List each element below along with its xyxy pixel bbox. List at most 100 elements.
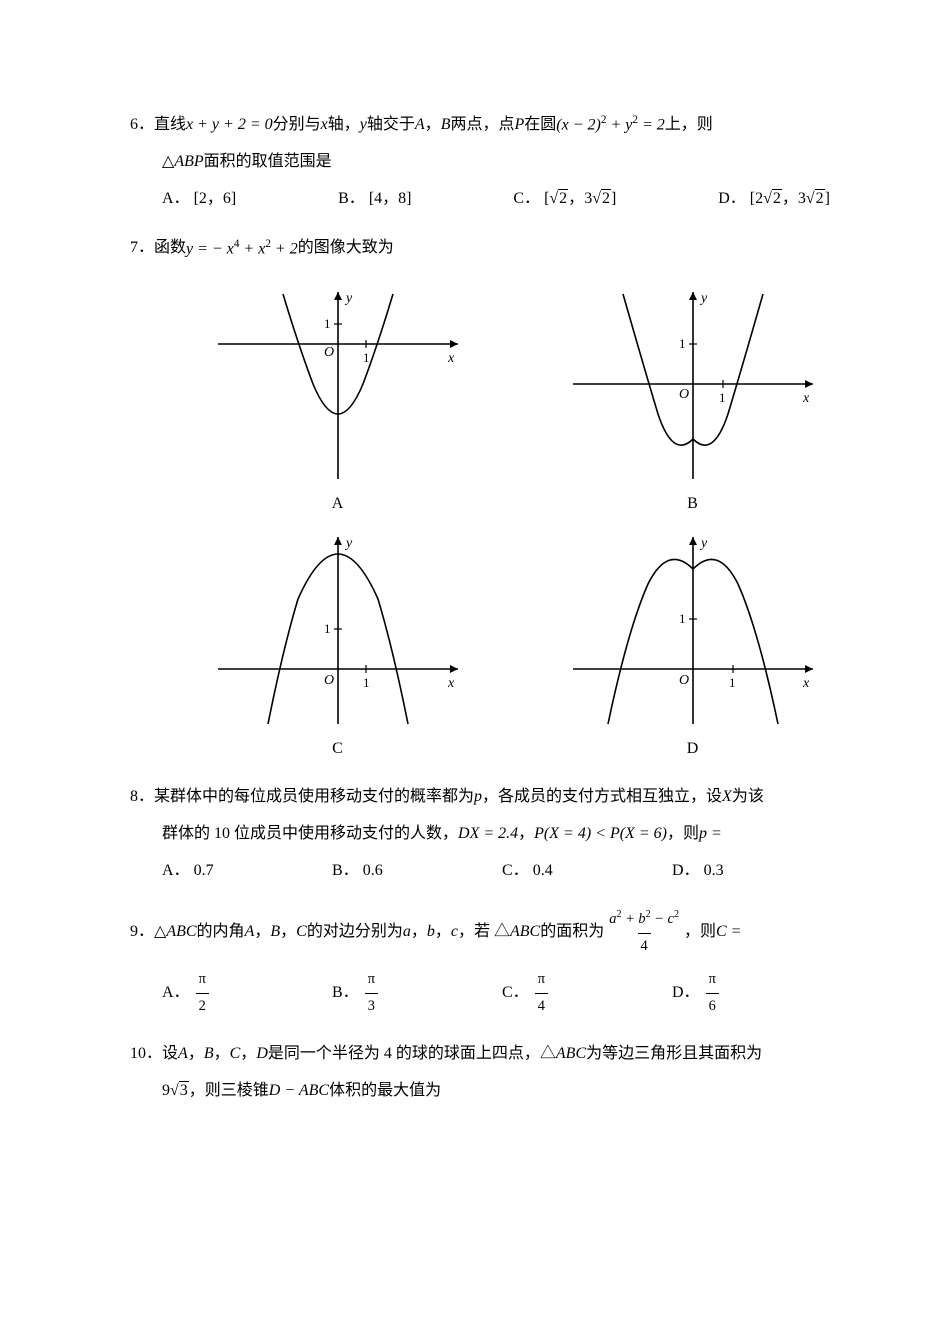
frac-num: a2 + b2 − c2 [606,906,682,933]
q9-text: ，若 △ [458,918,510,947]
opt-value: 0.7 [194,857,214,886]
tick-1: 1 [729,675,736,690]
question-7: 7． 函数 y = − x4 + x2 + 2 的图像大致为 O 1 1 y x [130,234,850,764]
x-label: x [447,676,455,691]
eq-part: = 2 [638,116,665,133]
opt-value: 0.3 [704,857,724,886]
opt-label: B． [332,857,359,886]
q7-graph-D: O 1 1 y x D [535,529,850,764]
q6-circle-eq: (x − 2)2 + y2 = 2 [556,110,664,140]
eq-part: + y [606,116,632,133]
q7-eq: y = − x4 + x2 + 2 [186,234,298,264]
question-6: 6． 直线 x + y + 2 = 0 分别与 x 轴， y 轴交于 A ， B… [130,110,850,214]
q8-peq: p = [699,820,722,849]
q8-px: P(X = 4) < P(X = 6) [534,820,667,849]
q9-area-frac: a2 + b2 − c2 4 [606,906,682,960]
origin-label: O [324,673,334,688]
q9-C: C [296,918,307,947]
q6-text: ， [425,111,441,140]
q6-B: B [441,111,451,140]
opt-value: [2，32] [544,185,616,214]
question-9: 9． △ABC 的内角 A， B， C 的对边分别为 a， b， c ，若 △A… [130,906,850,1020]
q10-A: A [178,1040,188,1069]
q6-line2: △ABP 面积的取值范围是 [130,148,850,177]
q10-line2: 93 ，则三棱锥 D − ABC 体积的最大值为 [130,1077,850,1106]
coef: 9 [162,1082,170,1099]
q9-Ceq: C = [716,918,741,947]
q9-opt-A: A． π2 [162,967,332,1020]
q9-text: ，则 [684,918,716,947]
eq-part: (x − 2) [556,116,601,133]
q10-area: 93 [162,1077,189,1106]
opt-label: D． [672,857,700,886]
opt-value: [4，8] [369,185,412,214]
exp: 2 [674,909,679,920]
num: π [196,967,209,993]
q9-opt-C: C． π4 [502,967,672,1020]
q7-graphs: O 1 1 y x A O 1 1 y [130,284,850,764]
q9-b: b [427,918,435,947]
sep: ， [568,190,584,207]
plus: + [621,911,638,927]
q8-text: 某群体中的每位成员使用移动支付的概率都为 [154,783,474,812]
q10-abc: ABC [556,1040,586,1069]
den: 3 [365,993,378,1020]
origin-label: O [679,673,689,688]
radicand: 2 [815,189,825,207]
graph-A-svg: O 1 1 y x [198,284,478,484]
tick-1y: 1 [324,621,331,636]
opt-label: C． [502,979,529,1008]
y-label: y [699,536,708,551]
q6-text: 轴交于 [367,111,415,140]
eq-part: + 2 [271,240,298,257]
graph-C-label: C [332,735,343,764]
num: π [365,967,378,993]
q10-B: B [204,1040,214,1069]
sep: ， [188,1040,204,1069]
q8-text: 为该 [732,783,764,812]
q8-number: 8． [130,783,154,812]
opt-label: A． [162,979,190,1008]
q8-text: ， [518,820,534,849]
origin-label: O [324,345,334,360]
q8-text: ，各成员的支付方式相互独立，设 [482,783,722,812]
q6-text: 轴， [328,111,360,140]
tick-1: 1 [719,390,726,405]
sep: ， [214,1040,230,1069]
opt-value: 0.6 [363,857,383,886]
opt-label: A． [162,857,190,886]
q7-line1: 7． 函数 y = − x4 + x2 + 2 的图像大致为 [130,234,850,264]
q8-X: X [722,783,732,812]
q9-c: c [451,918,458,947]
y-label: y [344,291,353,306]
q6-text: 面积的取值范围是 [204,148,332,177]
q8-p: p [474,783,482,812]
bracket: ] [825,190,830,207]
opt-label: C． [502,857,529,886]
q6-eq-line: x + y + 2 = 0 [186,111,273,140]
q6-text: 在圆 [524,111,556,140]
sep: ， [782,190,798,207]
sep: ， [254,918,270,947]
tick-1y: 1 [324,316,331,331]
q7-graph-B: O 1 1 y x B [535,284,850,519]
q8-text: 群体的 10 位成员中使用移动支付的人数， [162,820,458,849]
opt-label: C． [513,185,540,214]
q10-text: 设 [162,1040,178,1069]
q9-opt-B: B． π3 [332,967,502,1020]
q6-text: 直线 [154,111,186,140]
q9-text: 的对边分别为 [307,918,403,947]
eq-part: y = − x [186,240,234,257]
num: π [706,967,719,993]
q10-text: ，则三棱锥 [189,1077,269,1106]
q6-number: 6． [130,111,154,140]
q6-text: 分别与 [273,111,321,140]
q10-text: 体积的最大值为 [329,1077,441,1106]
q10-D: D [256,1040,268,1069]
y-label: y [699,291,708,306]
q7-text: 函数 [154,234,186,263]
q8-text: ，则 [667,820,699,849]
opt-label: D． [672,979,700,1008]
q9-opt-D: D． π6 [672,967,842,1020]
eq-part: + x [239,240,265,257]
